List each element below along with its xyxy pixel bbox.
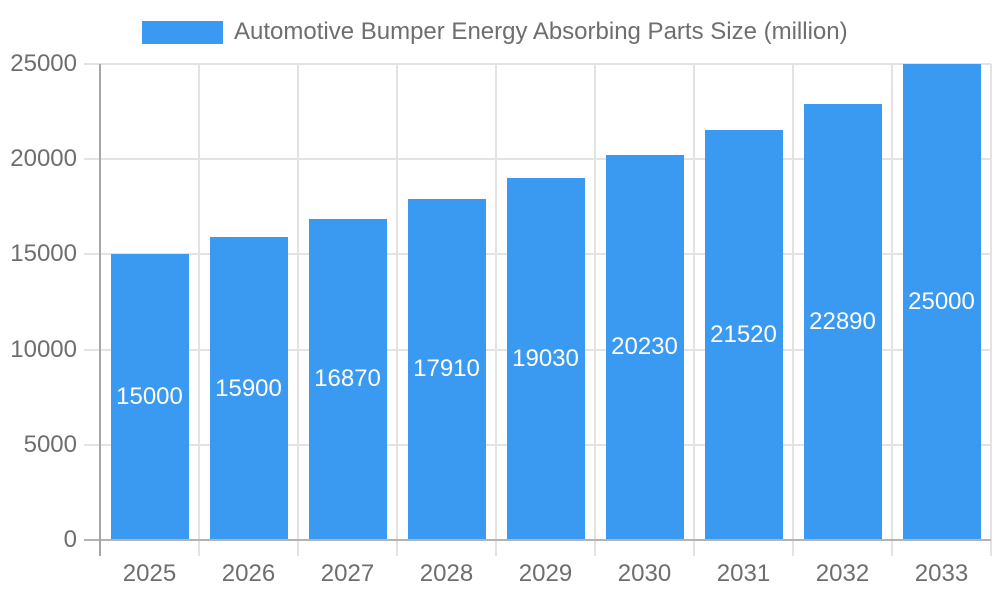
x-axis-tick (594, 540, 596, 556)
bar-2028 (407, 198, 486, 540)
x-axis-tick (297, 540, 299, 556)
x-tick-label: 2025 (122, 560, 177, 587)
y-axis-line (99, 64, 101, 556)
gridline-vertical (891, 64, 893, 540)
x-tick-label: 2026 (221, 560, 276, 587)
y-tick-label: 10000 (10, 335, 77, 363)
gridline-vertical (792, 64, 794, 540)
x-axis-tick (198, 540, 200, 556)
gridline-vertical (297, 64, 299, 540)
x-axis-tick (990, 540, 992, 556)
x-tick-label: 2030 (617, 560, 672, 587)
x-tick-label: 2031 (716, 560, 771, 587)
bar-value-label: 17910 (413, 355, 480, 383)
gridline-vertical (198, 64, 200, 540)
y-axis-tick (84, 348, 100, 351)
bar-2026 (209, 237, 288, 540)
x-axis-tick (693, 540, 695, 556)
x-tick-label: 2032 (815, 560, 870, 587)
legend-item[interactable]: Automotive Bumper Energy Absorbing Parts… (142, 20, 848, 44)
gridline-vertical (594, 64, 596, 540)
x-axis-tick (792, 540, 794, 556)
bar-2029 (506, 177, 585, 540)
y-tick-label: 0 (63, 526, 77, 553)
x-tick-label: 2027 (320, 560, 375, 587)
x-tick-label: 2029 (518, 560, 573, 587)
gridline-vertical (693, 64, 695, 540)
y-axis-tick (84, 253, 100, 256)
x-axis-tick (396, 540, 398, 556)
bar-2027 (308, 218, 387, 540)
legend-swatch (142, 20, 223, 44)
bar-value-label: 22890 (809, 308, 876, 336)
x-axis-tick (495, 540, 497, 556)
bar-value-label: 20230 (611, 333, 678, 361)
bar-2030 (605, 154, 684, 540)
y-axis-tick (84, 158, 100, 161)
bar-value-label: 19030 (512, 344, 579, 372)
y-axis-tick (84, 63, 100, 65)
y-axis-tick (84, 443, 100, 446)
bar-value-label: 25000 (908, 288, 975, 315)
bar-2033 (902, 64, 981, 540)
y-tick-label: 15000 (10, 240, 77, 268)
y-tick-label: 5000 (23, 430, 77, 458)
bar-value-label: 21520 (710, 321, 777, 349)
gridline-vertical (495, 64, 497, 540)
gridline-vertical (396, 64, 398, 540)
bar-value-label: 16870 (314, 365, 381, 393)
x-tick-label: 2033 (914, 560, 969, 587)
bar-value-label: 15900 (215, 374, 282, 402)
bar-2031 (704, 130, 783, 540)
legend-label: Automotive Bumper Energy Absorbing Parts… (234, 18, 848, 45)
bar-value-label: 15000 (116, 383, 183, 411)
gridline-horizontal (100, 63, 991, 65)
gridline-horizontal (100, 158, 991, 161)
x-axis-tick (891, 540, 893, 556)
y-tick-label: 25000 (10, 50, 77, 77)
gridline-vertical (990, 64, 992, 540)
bar-2025 (110, 254, 189, 540)
x-axis-line (84, 539, 991, 541)
bar-2032 (803, 104, 882, 540)
x-tick-label: 2028 (419, 560, 474, 587)
y-tick-label: 20000 (10, 145, 77, 173)
